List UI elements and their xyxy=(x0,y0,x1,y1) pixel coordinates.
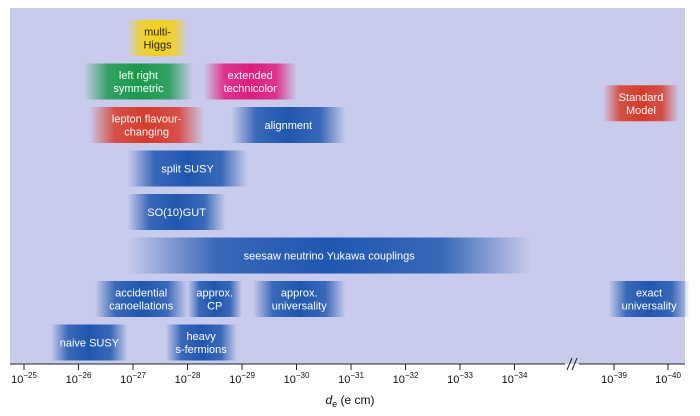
range-bar: Standard Model xyxy=(603,85,679,122)
range-bar-label-line: accidential xyxy=(115,288,167,300)
range-bar: heavy s-fermions xyxy=(165,324,237,361)
range-bar: accidential canoellations xyxy=(94,281,188,317)
range-bar-label: split SUSY xyxy=(161,164,214,176)
range-bar: alignment xyxy=(231,107,346,143)
axis-break-mark xyxy=(566,357,578,371)
range-bar-label-line: canoellations xyxy=(109,301,174,313)
x-tick-label: 10−32 xyxy=(393,371,419,386)
range-bar-label: lepton flavour-changing xyxy=(112,114,182,139)
range-bar-fill xyxy=(187,281,242,317)
x-axis-label: de (e cm) xyxy=(325,393,374,409)
range-bar-label: approx. universality xyxy=(272,288,328,313)
range-bar-label-line: lepton flavour- xyxy=(112,114,182,126)
range-bar-label-line: exact xyxy=(636,288,662,300)
range-bar: approx. CP xyxy=(187,281,242,317)
range-bar-label: naive SUSY xyxy=(60,338,120,350)
range-bar-label-line: Higgs xyxy=(143,40,172,52)
range-bar: extended technicolor xyxy=(203,63,297,100)
range-bar-label: SO(10)GUT xyxy=(147,207,206,219)
range-bar-label: approx. CP xyxy=(196,288,233,313)
x-tick-label: 10−31 xyxy=(338,371,364,386)
x-axis xyxy=(10,357,685,371)
x-tick-label: 10−27 xyxy=(120,371,146,386)
x-tick-label: 10−26 xyxy=(66,371,92,386)
range-bar-label: accidential canoellations xyxy=(109,288,174,313)
range-bar-fill xyxy=(127,237,531,274)
x-tick-label: 10−30 xyxy=(284,371,310,386)
range-bar-label-line: Standard xyxy=(619,92,664,104)
range-bar-fill xyxy=(165,324,237,361)
range-bar-label: left right symmetric xyxy=(113,70,164,95)
range-bar: approx. universality xyxy=(252,281,346,317)
range-bar-label-line: symmetric xyxy=(113,83,164,95)
range-bar-label-line: approx. xyxy=(196,288,233,300)
range-bar-label: exact universality xyxy=(622,288,678,313)
range-bar-label-line: s-fermions xyxy=(175,344,227,356)
range-bar: seesaw neutrino Yukawa couplings xyxy=(127,237,531,274)
range-bar-fill xyxy=(94,281,188,317)
x-tick-label: 10−40 xyxy=(655,371,681,386)
x-tick-label: 10−25 xyxy=(11,371,37,386)
x-tick-label: 10−28 xyxy=(175,371,201,386)
x-tick-label: 10−34 xyxy=(502,371,528,386)
range-bar-label-line: naive SUSY xyxy=(60,338,120,350)
range-bar: multi-Higgs xyxy=(127,20,188,56)
range-bar: naive SUSY xyxy=(51,324,128,361)
range-bar-label-line: extended xyxy=(228,70,273,82)
range-bar-fill xyxy=(252,281,346,317)
range-bar-label: Standard Model xyxy=(619,92,664,117)
range-bar-label-line: SO(10)GUT xyxy=(147,207,206,219)
range-bar-fill xyxy=(83,63,193,100)
range-bar-fill xyxy=(127,20,188,56)
range-bar-fill xyxy=(127,194,226,230)
range-bar-label-line: alignment xyxy=(264,120,312,132)
range-bar-label-line: split SUSY xyxy=(161,164,214,176)
range-bar-label-line: Model xyxy=(626,105,656,117)
bars-layer: multi-Higgs left right symmetric extended te… xyxy=(51,20,690,361)
range-bar-label: alignment xyxy=(264,120,312,132)
range-bar-label-line: changing xyxy=(124,127,169,139)
range-bar-label: extended technicolor xyxy=(224,70,278,95)
range-bar-fill xyxy=(51,324,128,361)
range-bar-label-line: technicolor xyxy=(224,83,278,95)
range-bar: lepton flavour-changing xyxy=(89,107,204,143)
range-bar-label: heavy s-fermions xyxy=(175,331,227,356)
range-bar-fill xyxy=(203,63,297,100)
range-bar-fill xyxy=(603,85,679,122)
range-bar-fill xyxy=(127,150,248,187)
range-bar-label: multi-Higgs xyxy=(143,27,172,52)
range-bar-label-line: approx. xyxy=(281,288,318,300)
range-bar-label-line: seesaw neutrino Yukawa couplings xyxy=(244,251,416,263)
range-bar: left right symmetric xyxy=(83,63,193,100)
range-bar-label-line: universality xyxy=(622,301,678,313)
range-bar: split SUSY xyxy=(127,150,248,187)
range-bar-label-line: universality xyxy=(272,301,328,313)
x-tick-label: 10−33 xyxy=(447,371,473,386)
range-bar-label-line: heavy xyxy=(186,331,216,343)
x-ticks: 10−25 10−26 10−27 10−28 10−29 10−30 10−31 10−32… xyxy=(11,364,681,386)
range-bar-label-line: left right xyxy=(119,70,158,82)
range-bar-fill xyxy=(89,107,204,143)
range-bar-label-line: multi- xyxy=(144,27,171,39)
x-tick-label: 10−29 xyxy=(229,371,255,386)
range-bar: exact universality xyxy=(608,281,690,317)
range-bar-fill xyxy=(231,107,346,143)
x-tick-label: 10−39 xyxy=(601,371,627,386)
range-bar-label: seesaw neutrino Yukawa couplings xyxy=(244,251,416,263)
range-bar-fill xyxy=(608,281,690,317)
range-bar-label-line: CP xyxy=(207,301,222,313)
range-bar: SO(10)GUT xyxy=(127,194,226,230)
